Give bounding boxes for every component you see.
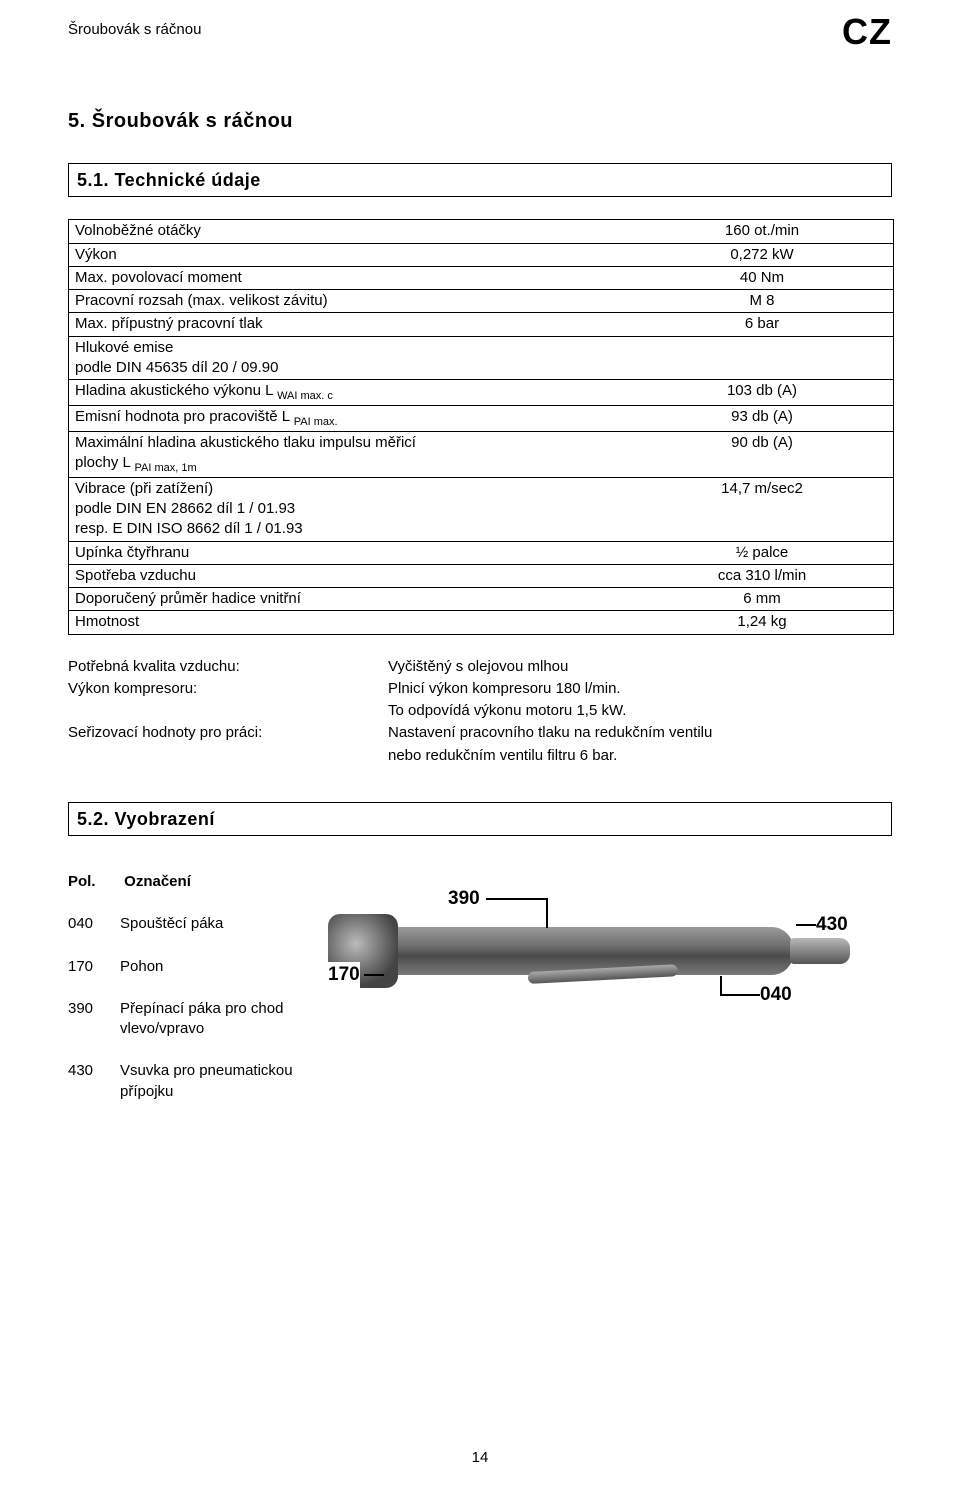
requirements-values: Vyčištěný s olejovou mlhouPlnicí výkon k…: [388, 657, 892, 768]
table-row: Výkon0,272 kW: [69, 243, 893, 266]
table-cell-label: Emisní hodnota pro pracoviště L PAI max.: [69, 406, 631, 431]
parts-row-label: Přepínací páka pro chod vlevo/vpravo: [120, 999, 328, 1040]
requirements-labels: Potřebná kvalita vzduchu:Výkon kompresor…: [68, 657, 388, 768]
requirement-value: Plnicí výkon kompresoru 180 l/min.: [388, 679, 892, 699]
table-row: Volnoběžné otáčky160 ot./min: [69, 220, 893, 242]
section-5-title: 5. Šroubovák s ráčnou: [68, 108, 892, 135]
callout-430: 430: [816, 912, 848, 938]
table-cell-value: 6 bar: [631, 313, 893, 335]
table-cell-value: 14,7 m/sec2: [631, 478, 893, 541]
parts-row-label: Vsuvka pro pneumatickou přípojku: [120, 1061, 328, 1102]
table-cell-value: 103 db (A): [631, 380, 893, 405]
table-row: Emisní hodnota pro pracoviště L PAI max.…: [69, 405, 893, 431]
parts-row-number: 430: [68, 1061, 120, 1102]
table-cell-value: 1,24 kg: [631, 611, 893, 633]
requirement-label: Potřebná kvalita vzduchu:: [68, 657, 388, 677]
section-5-1-heading: 5.1. Technické údaje: [68, 163, 892, 197]
table-cell-value: ½ palce: [631, 542, 893, 564]
table-row: Max. přípustný pracovní tlak6 bar: [69, 312, 893, 335]
table-cell-value: 90 db (A): [631, 432, 893, 477]
parts-col-pol: Pol.: [68, 872, 120, 892]
callout-170: 170: [328, 962, 360, 988]
section-5-2-heading: 5.2. Vyobrazení: [68, 802, 892, 836]
callout-040: 040: [760, 982, 792, 1008]
header-country: CZ: [842, 8, 892, 57]
parts-row-label: Pohon: [120, 957, 328, 977]
table-row: Hmotnost1,24 kg: [69, 610, 893, 633]
callout-line: [796, 924, 816, 926]
table-cell-value: 0,272 kW: [631, 244, 893, 266]
requirement-value: nebo redukčním ventilu filtru 6 bar.: [388, 746, 892, 766]
callout-line: [720, 976, 722, 994]
table-cell-value: 160 ot./min: [631, 220, 893, 242]
table-cell-label: Spotřeba vzduchu: [69, 565, 631, 587]
parts-row: 170Pohon: [68, 957, 328, 977]
callout-390: 390: [448, 886, 480, 912]
table-cell-label: Hladina akustického výkonu L WAI max. c: [69, 380, 631, 405]
parts-row: 390Přepínací páka pro chod vlevo/vpravo: [68, 999, 328, 1040]
table-cell-label: Výkon: [69, 244, 631, 266]
table-cell-label: Pracovní rozsah (max. velikost závitu): [69, 290, 631, 312]
requirements-block: Potřebná kvalita vzduchu:Výkon kompresor…: [68, 657, 892, 768]
table-row: Max. povolovací moment40 Nm: [69, 266, 893, 289]
table-cell-label: Maximální hladina akustického tlaku impu…: [69, 432, 631, 477]
table-cell-label: Vibrace (při zatížení)podle DIN EN 28662…: [69, 478, 631, 541]
callout-line: [364, 974, 384, 976]
parts-row: 430Vsuvka pro pneumatickou přípojku: [68, 1061, 328, 1102]
tool-figure: 390 170 430 040: [328, 872, 892, 1042]
illustration-block: Pol. Označení 040Spouštěcí páka170Pohon3…: [68, 872, 892, 1124]
parts-row-number: 390: [68, 999, 120, 1040]
table-cell-value: [631, 337, 893, 380]
table-row: Upínka čtyřhranu½ palce: [69, 541, 893, 564]
tool-body-shape: [364, 927, 794, 975]
parts-col-label: Označení: [124, 873, 191, 890]
parts-row: 040Spouštěcí páka: [68, 914, 328, 934]
callout-line: [486, 898, 546, 900]
parts-row-label: Spouštěcí páka: [120, 914, 328, 934]
page: Šroubovák s ráčnou CZ 5. Šroubovák s ráč…: [0, 0, 960, 1498]
table-cell-label: Max. přípustný pracovní tlak: [69, 313, 631, 335]
parts-list: Pol. Označení 040Spouštěcí páka 170Pohon 3…: [68, 872, 328, 1124]
table-row: Hladina akustického výkonu L WAI max. c1…: [69, 379, 893, 405]
requirement-value: To odpovídá výkonu motoru 1,5 kW.: [388, 701, 892, 721]
table-cell-label: Hmotnost: [69, 611, 631, 633]
requirement-label: Seřizovací hodnoty pro práci:: [68, 723, 388, 743]
header-title: Šroubovák s ráčnou: [68, 20, 201, 40]
requirement-value: Nastavení pracovního tlaku na redukčním …: [388, 723, 892, 743]
table-cell-label: Hlukové emisepodle DIN 45635 díl 20 / 09…: [69, 337, 631, 380]
parts-row-number: 040: [68, 914, 120, 934]
table-row: Doporučený průměr hadice vnitřní6 mm: [69, 587, 893, 610]
table-cell-label: Doporučený průměr hadice vnitřní: [69, 588, 631, 610]
table-cell-value: 40 Nm: [631, 267, 893, 289]
requirement-value: Vyčištěný s olejovou mlhou: [388, 657, 892, 677]
table-row: Spotřeba vzduchucca 310 l/min: [69, 564, 893, 587]
table-cell-label: Volnoběžné otáčky: [69, 220, 631, 242]
tool-tip-shape: [790, 938, 850, 964]
technical-data-table: Volnoběžné otáčky160 ot./minVýkon0,272 k…: [68, 219, 894, 634]
requirement-label: [68, 701, 388, 721]
table-row: Pracovní rozsah (max. velikost závitu)M …: [69, 289, 893, 312]
table-cell-value: 6 mm: [631, 588, 893, 610]
callout-line: [546, 898, 548, 928]
table-cell-label: Max. povolovací moment: [69, 267, 631, 289]
parts-row-number: 170: [68, 957, 120, 977]
table-row: Vibrace (při zatížení)podle DIN EN 28662…: [69, 477, 893, 541]
table-row: Maximální hladina akustického tlaku impu…: [69, 431, 893, 477]
table-cell-value: 93 db (A): [631, 406, 893, 431]
page-number: 14: [0, 1448, 960, 1468]
table-cell-value: cca 310 l/min: [631, 565, 893, 587]
table-cell-value: M 8: [631, 290, 893, 312]
callout-line: [720, 994, 760, 996]
table-row: Hlukové emisepodle DIN 45635 díl 20 / 09…: [69, 336, 893, 380]
requirement-label: Výkon kompresoru:: [68, 679, 388, 699]
table-cell-label: Upínka čtyřhranu: [69, 542, 631, 564]
